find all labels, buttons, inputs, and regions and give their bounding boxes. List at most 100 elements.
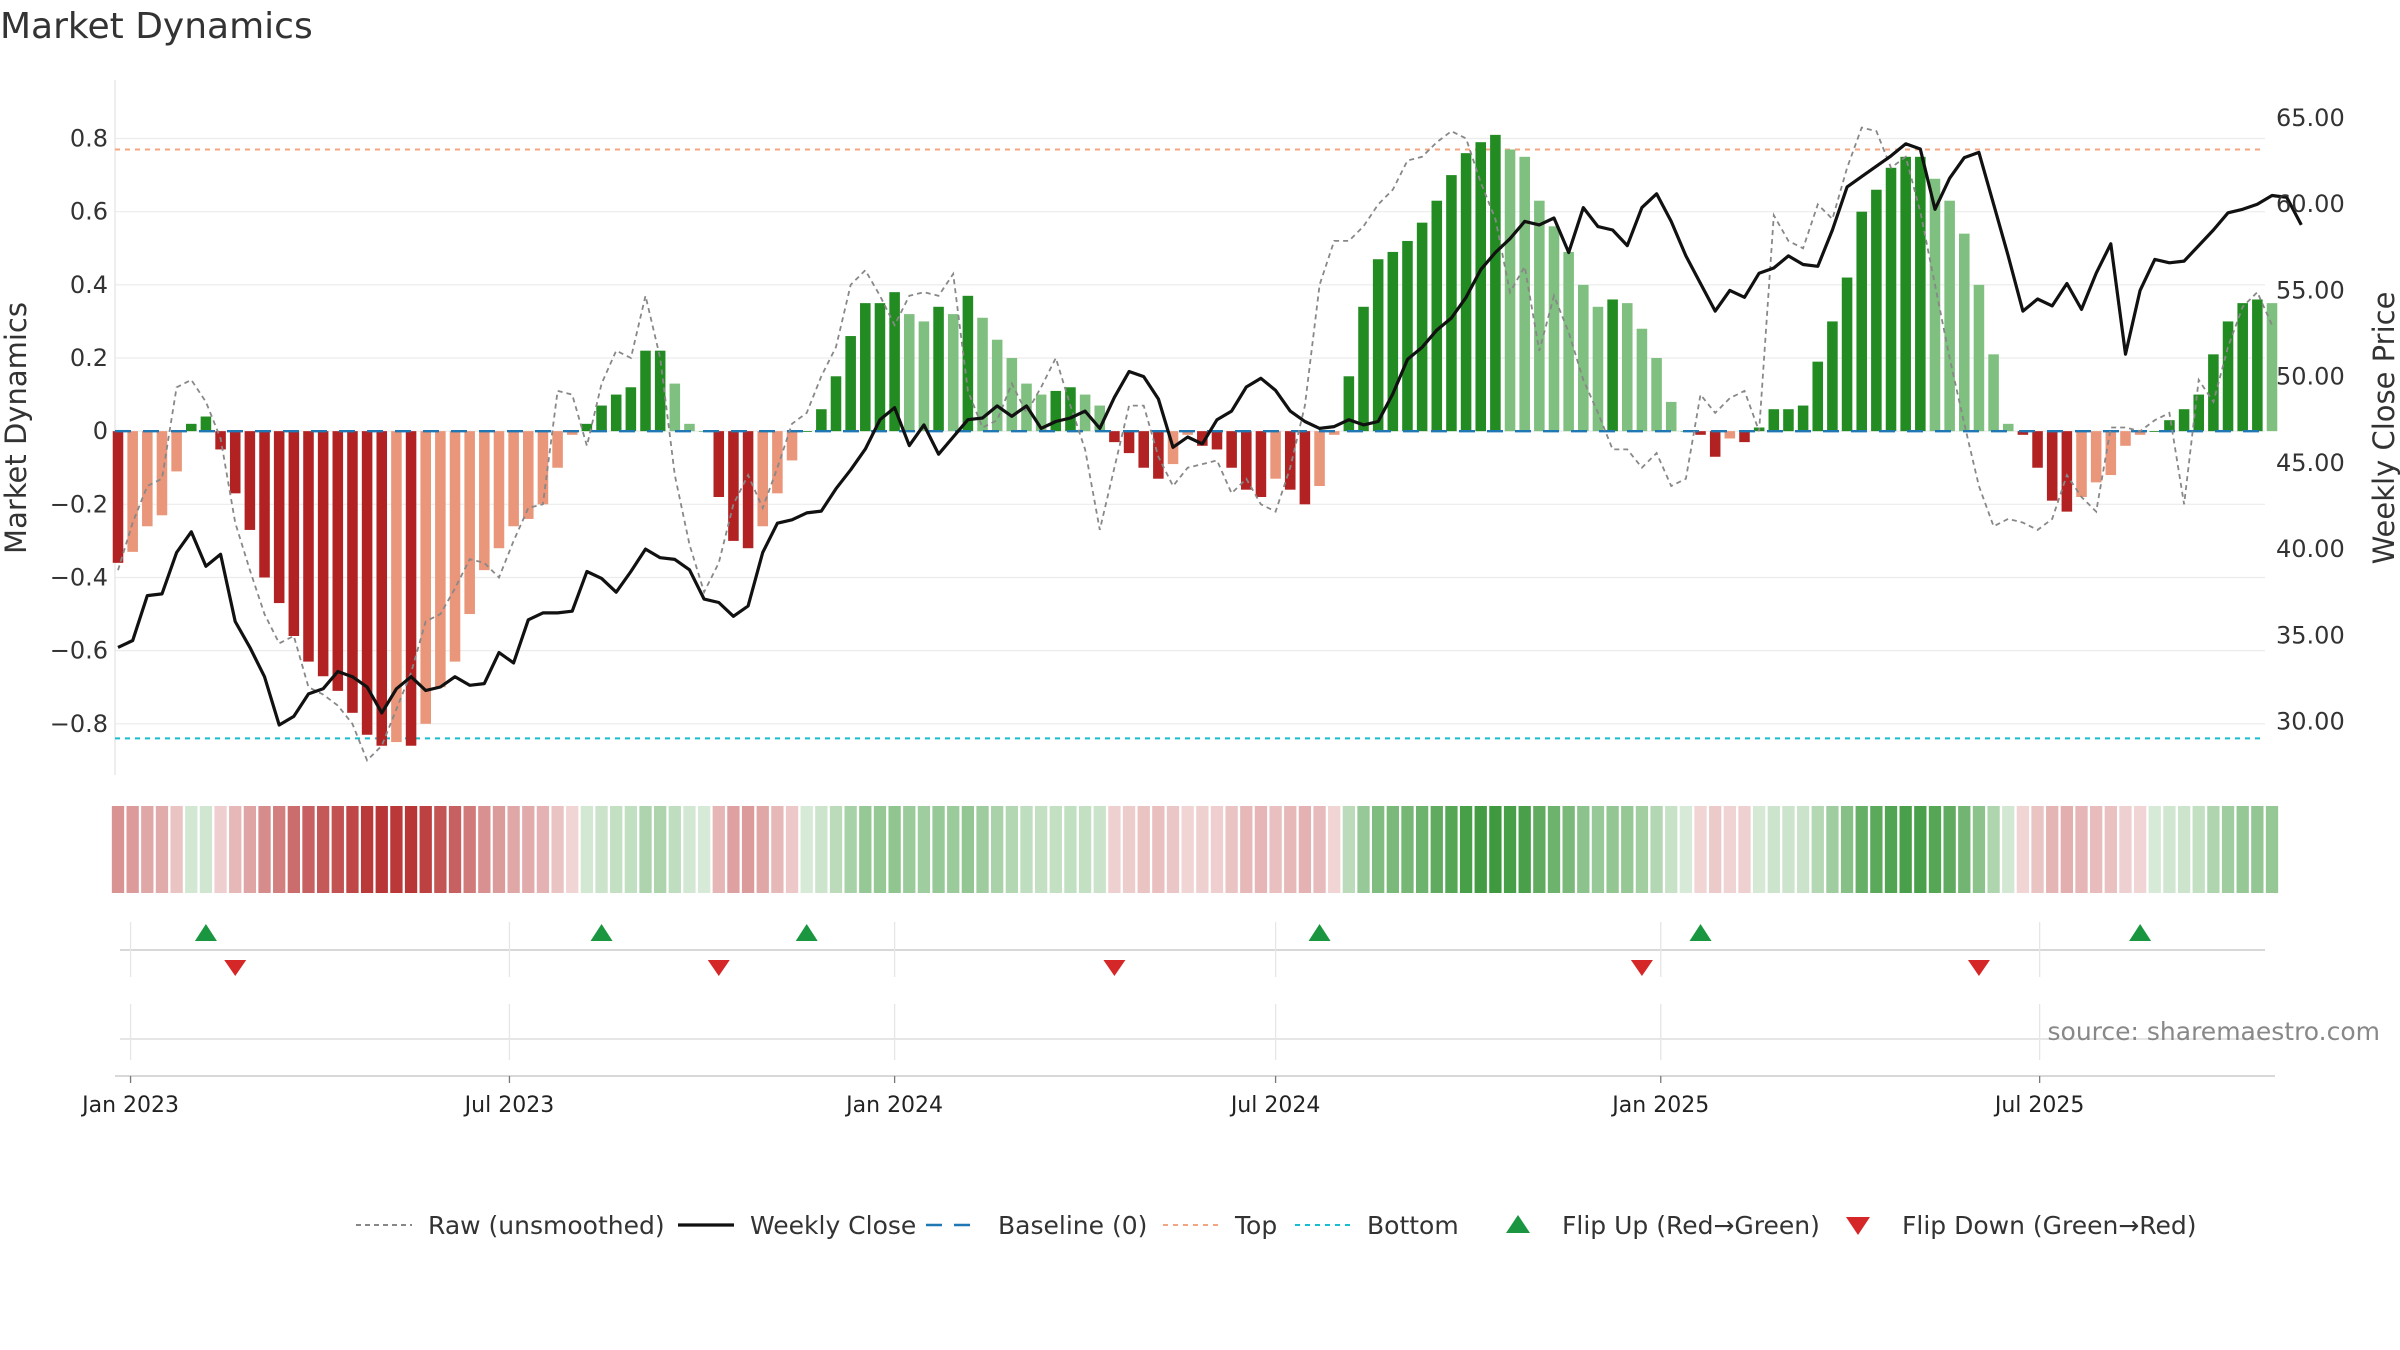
dynamics-bar [947,314,959,432]
right-tick-label: 50.00 [2276,363,2345,391]
dynamics-bar [1900,156,1911,432]
left-tick-label: −0.8 [50,710,108,738]
dynamics-bar [669,383,681,432]
heat-cell [2031,806,2044,893]
dynamics-bar [1226,431,1237,468]
heat-cell [844,806,857,893]
heat-cell [360,806,374,893]
heat-cell [1064,806,1077,893]
dynamics-bar [713,431,725,497]
dynamics-bar [830,376,842,432]
heat-cell [155,806,169,893]
date-tick-label: Jul 2025 [1993,1093,2085,1118]
heat-cell [800,806,813,893]
dynamics-bar [2120,431,2131,446]
flip-down-marker [1630,960,1653,976]
dynamics-bar [1607,299,1618,432]
heat-cell [170,806,183,893]
heat-cell [1782,806,1795,893]
heat-cell [111,806,125,893]
dynamics-bar [596,405,607,432]
heat-cell [1928,806,1942,893]
heat-cell [1738,806,1751,893]
legend-label: Bottom [1367,1211,1459,1240]
legend-label: Raw (unsmoothed) [428,1211,665,1240]
heat-cell [1166,806,1180,893]
heat-cell [1562,806,1575,893]
dynamics-bar [1885,167,1897,432]
heat-cell [1342,806,1356,893]
heat-cell [434,806,447,893]
left-tick-label: 0.8 [70,125,108,153]
heat-cell [1181,806,1194,893]
dynamics-bar [1402,240,1413,432]
left-tick-label: 0.6 [70,198,108,226]
flip-up-marker [1308,924,1331,941]
heat-cell [1679,806,1693,893]
heat-cell [1694,806,1707,893]
dynamics-bar [2090,431,2102,483]
dynamics-bar [1578,284,1589,432]
heat-cell [492,806,506,893]
dynamics-bar [1621,303,1633,432]
dynamics-bar [2208,354,2219,432]
left-tick-label: 0 [93,417,108,445]
heat-cell [2060,806,2074,893]
heat-cell [185,806,198,893]
legend-label: Baseline (0) [998,1211,1147,1240]
dynamics-bar [874,303,886,432]
dynamics-bar [1416,222,1428,432]
heat-cell [1796,806,1810,893]
dynamics-bar [801,431,812,432]
flip-up-marker [795,924,818,941]
heat-cell [346,806,359,893]
flip-up-marker [1689,924,1712,941]
heat-cell [1972,806,1986,893]
dynamics-bar [684,423,695,432]
dynamics-bar [1387,251,1399,432]
heat-cell [287,806,300,893]
heat-cell [2251,806,2264,893]
heat-cell [1884,806,1898,893]
date-tick-label: Jul 2023 [463,1093,555,1118]
dynamics-bar [1490,134,1501,432]
dynamics-bar [1739,431,1750,443]
dynamics-bar [903,314,915,432]
heat-cell [580,806,594,893]
dynamics-bar [1431,200,1443,432]
dynamics-bar [1636,328,1648,432]
dynamics-bar [2105,431,2117,476]
dynamics-bar [1211,431,1223,450]
heat-cell [214,806,227,893]
heat-cell [859,806,872,893]
heat-cell [1577,806,1590,893]
dynamics-bar [1665,401,1677,432]
heat-cell [448,806,462,893]
dynamics-bar [1768,409,1780,432]
heat-cell [2236,806,2249,893]
dynamics-bar [244,431,256,530]
flip-up-marker [194,924,217,941]
heat-cell [815,806,828,893]
heat-cell [976,806,989,893]
dynamics-bar [1944,200,1955,432]
dynamics-bar [1446,175,1457,432]
dynamics-bar [1548,226,1560,432]
dynamics-bar [1812,361,1824,432]
heat-cell [2133,806,2147,893]
heat-cell [419,806,432,893]
heat-cell [1767,806,1780,893]
dynamics-bar [2032,431,2043,468]
dynamics-bar [1270,431,1281,479]
flip-up-marker [590,924,613,941]
dynamics-bar [1138,431,1149,468]
dynamics-bar [2237,303,2248,432]
heat-cell [683,806,696,893]
flip-up-marker [2129,924,2152,941]
heat-cell [463,806,476,893]
dynamics-bar [142,431,153,527]
heat-cell [1415,806,1429,893]
dynamics-bar [508,431,519,527]
heat-cell [1855,806,1868,893]
